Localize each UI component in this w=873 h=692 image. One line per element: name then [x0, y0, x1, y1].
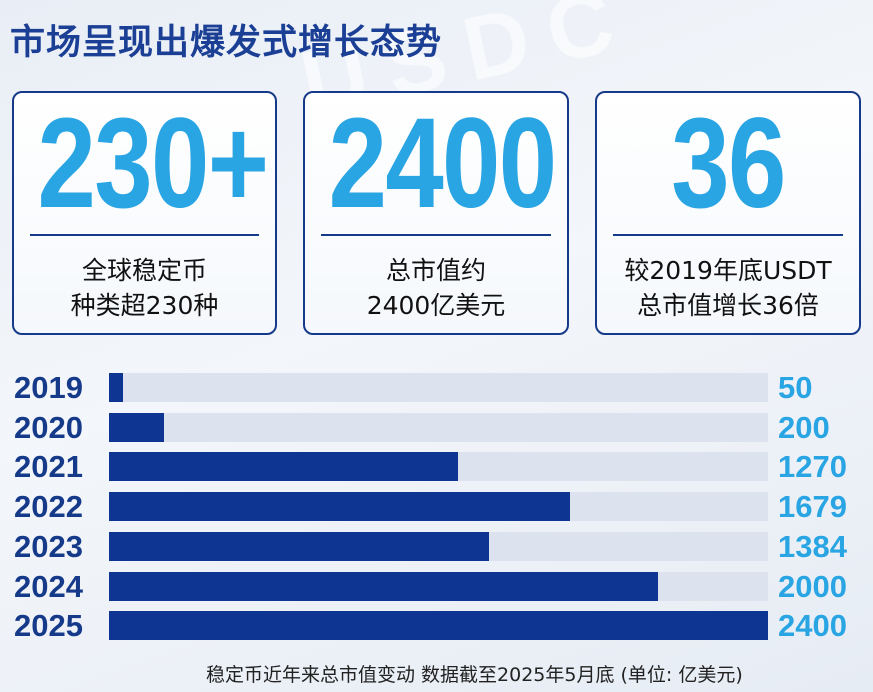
- bar-track: [109, 571, 768, 601]
- bar-track: [109, 452, 768, 482]
- stat-number: 2400: [328, 92, 558, 235]
- stat-number: 36: [671, 92, 786, 235]
- stat-divider: [30, 234, 259, 236]
- page-title: 市场呈现出爆发式增长态势: [10, 23, 443, 63]
- bar-category-label: 2022: [14, 489, 83, 525]
- bar-category-label: 2023: [14, 528, 83, 564]
- bar-category-label: 2024: [14, 568, 83, 604]
- bar-track: [109, 611, 768, 641]
- bar-2022: [109, 492, 571, 522]
- bar-2024: [109, 571, 659, 601]
- stat-description: 较2019年底USDT 总市值增长36倍: [624, 256, 832, 320]
- bar-2023: [109, 531, 490, 561]
- bar-category-label: 2021: [14, 449, 83, 485]
- bar-track: [109, 531, 768, 561]
- bar-2020: [109, 412, 164, 442]
- bar-track: [109, 492, 768, 522]
- bar-2025: [109, 611, 768, 641]
- stat-divider: [613, 234, 843, 236]
- bar-value-label: 1270: [778, 449, 847, 485]
- chart-footnote: 稳定币近年来总市值变动 数据截至2025年5月底 (单位: 亿美元): [206, 664, 743, 686]
- bar-value-label: 50: [778, 370, 813, 405]
- bar-value-label: 1679: [778, 489, 847, 525]
- stat-description: 总市值约 2400亿美元: [366, 256, 506, 320]
- bar-category-label: 2019: [14, 370, 83, 405]
- bar-value-label: 2400: [778, 608, 847, 644]
- stat-divider: [321, 234, 551, 236]
- stat-card-market-cap: 2400 总市值约 2400亿美元: [303, 91, 569, 335]
- bar-track: [109, 373, 768, 402]
- stat-card-growth-multiple: 36 较2019年底USDT 总市值增长36倍: [595, 91, 861, 335]
- stat-number: 230+: [37, 92, 268, 235]
- bar-value-label: 2000: [778, 568, 847, 604]
- bar-value-label: 1384: [778, 528, 847, 564]
- bar-2021: [109, 452, 458, 482]
- stat-card-stablecoin-count: 230+ 全球稳定币 种类超230种: [12, 91, 277, 335]
- bar-category-label: 2025: [14, 608, 83, 644]
- stat-description: 全球稳定币 种类超230种: [70, 256, 219, 320]
- bar-value-label: 200: [778, 409, 830, 445]
- bar-2019: [109, 373, 123, 402]
- bar-category-label: 2020: [14, 409, 83, 445]
- bar-track: [109, 412, 768, 442]
